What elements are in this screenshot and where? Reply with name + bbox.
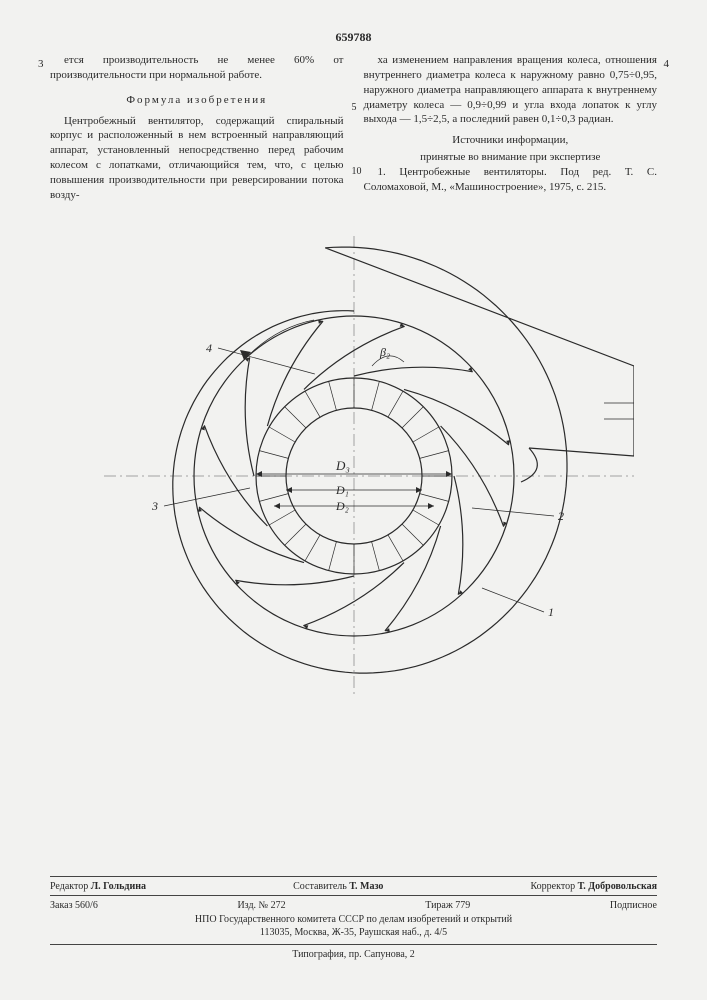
left-column: 3 ется производительность не менее 60% о… <box>50 53 344 206</box>
footer-credits-row: Редактор Л. Гольдина Составитель Т. Мазо… <box>50 876 657 892</box>
footer-org: НПО Государственного комитета СССР по де… <box>50 914 657 925</box>
svg-text:3: 3 <box>151 499 158 513</box>
formula-text: Центробежный вентилятор, содержащий спир… <box>50 114 344 203</box>
sources-item: 1. Центробежные вентиляторы. Под ред. Т.… <box>364 165 658 195</box>
lead-paragraph: ется производительность не менее 60% от … <box>50 53 344 83</box>
patent-number: 659788 <box>50 30 657 45</box>
text-columns: 3 ется производительность не менее 60% о… <box>50 53 657 206</box>
formula-heading: Формула изобретения <box>50 93 344 108</box>
svg-text:4: 4 <box>206 341 212 355</box>
corrector: Корректор Т. Добровольская <box>531 881 658 892</box>
footer-address: 113035, Москва, Ж-35, Раушская наб., д. … <box>50 927 657 938</box>
col-number-left: 3 <box>38 57 44 72</box>
editor: Редактор Л. Гольдина <box>50 881 146 892</box>
right-column: 4 5 10 ха изменением направления вращени… <box>364 53 658 206</box>
svg-text:1: 1 <box>548 605 554 619</box>
izd-num: Изд. № 272 <box>237 900 285 911</box>
footer-print-row: Заказ 560/6 Изд. № 272 Тираж 779 Подписн… <box>50 895 657 911</box>
body-text: ха изменением направления вращения колес… <box>364 53 658 127</box>
line-number-5: 5 <box>352 101 357 115</box>
fan-diagram-svg: D₃D₁D₂β₂1234 <box>74 226 634 706</box>
svg-text:D₃: D₃ <box>335 458 350 473</box>
sources-sub: принятые во внимание при экспертизе <box>364 150 658 165</box>
subscription: Подписное <box>610 900 657 911</box>
col-number-right: 4 <box>664 57 670 72</box>
tirazh: Тираж 779 <box>425 900 470 911</box>
line-number-10: 10 <box>352 165 362 179</box>
footer-block: Редактор Л. Гольдина Составитель Т. Мазо… <box>50 876 657 960</box>
sources-heading: Источники информации, <box>364 133 658 148</box>
order-num: Заказ 560/6 <box>50 900 98 911</box>
footer-typography: Типография, пр. Сапунова, 2 <box>50 944 657 960</box>
compiler: Составитель Т. Мазо <box>293 881 383 892</box>
svg-text:2: 2 <box>558 509 564 523</box>
diagram-area: D₃D₁D₂β₂1234 <box>50 226 657 706</box>
